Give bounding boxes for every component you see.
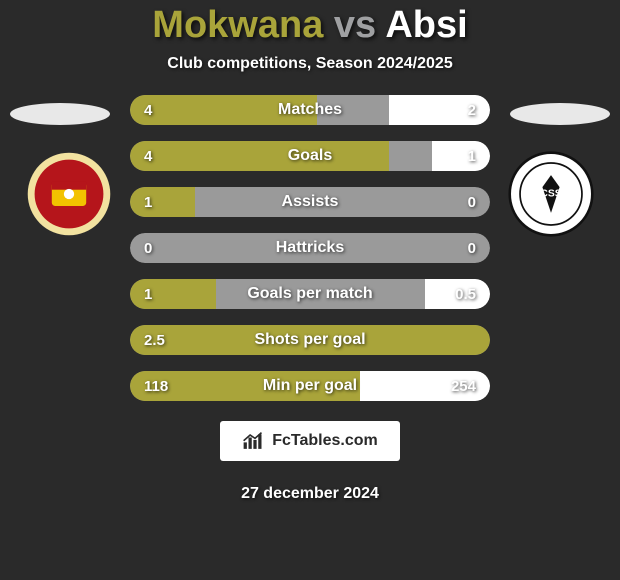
stat-value-left: 118 bbox=[144, 371, 168, 401]
stat-value-right: 0 bbox=[468, 187, 476, 217]
esperance-badge-icon bbox=[26, 151, 112, 237]
player1-name: Mokwana bbox=[152, 4, 323, 46]
stat-bars: 42Matches41Goals10Assists00Hattricks10.5… bbox=[130, 95, 490, 417]
bar-fill-left bbox=[130, 325, 490, 355]
stat-value-right: 0.5 bbox=[455, 279, 476, 309]
stat-row: 10.5Goals per match bbox=[130, 279, 490, 309]
branding-text: FcTables.com bbox=[272, 432, 378, 450]
stat-value-right: 1 bbox=[468, 141, 476, 171]
bar-fill-left bbox=[130, 141, 389, 171]
bar-fill-right bbox=[432, 141, 490, 171]
page-title: Mokwana vs Absi bbox=[152, 4, 467, 47]
svg-text:CSS: CSS bbox=[540, 189, 561, 200]
stat-row: 2.5Shots per goal bbox=[130, 325, 490, 355]
stat-value-left: 2.5 bbox=[144, 325, 165, 355]
bar-background bbox=[130, 233, 490, 263]
stat-value-right: 2 bbox=[468, 95, 476, 125]
comparison-panel: CSS 42Matches41Goals10Assists00Hattricks… bbox=[0, 95, 620, 580]
branding-badge: FcTables.com bbox=[220, 421, 400, 461]
stat-row: 42Matches bbox=[130, 95, 490, 125]
stat-value-left: 1 bbox=[144, 279, 152, 309]
stat-value-right: 0 bbox=[468, 233, 476, 263]
date-label: 27 december 2024 bbox=[0, 485, 620, 503]
stat-value-left: 0 bbox=[144, 233, 152, 263]
bar-fill-left bbox=[130, 187, 195, 217]
fctables-logo-icon bbox=[242, 431, 268, 451]
shadow-ellipse-left bbox=[10, 103, 110, 125]
club-badge-right: CSS bbox=[508, 151, 594, 237]
css-badge-icon: CSS bbox=[508, 151, 594, 237]
root: Mokwana vs Absi Club competitions, Seaso… bbox=[0, 0, 620, 580]
stat-value-left: 1 bbox=[144, 187, 152, 217]
vs-label: vs bbox=[334, 4, 376, 46]
shadow-ellipse-right bbox=[510, 103, 610, 125]
club-badge-left bbox=[26, 151, 112, 237]
stat-value-right: 254 bbox=[451, 371, 476, 401]
player2-name: Absi bbox=[385, 4, 467, 46]
stat-value-left: 4 bbox=[144, 141, 152, 171]
bar-fill-left bbox=[130, 95, 317, 125]
bar-fill-left bbox=[130, 279, 216, 309]
stat-row: 10Assists bbox=[130, 187, 490, 217]
subtitle: Club competitions, Season 2024/2025 bbox=[167, 55, 452, 73]
stat-row: 118254Min per goal bbox=[130, 371, 490, 401]
stat-row: 00Hattricks bbox=[130, 233, 490, 263]
stat-row: 41Goals bbox=[130, 141, 490, 171]
stat-value-left: 4 bbox=[144, 95, 152, 125]
